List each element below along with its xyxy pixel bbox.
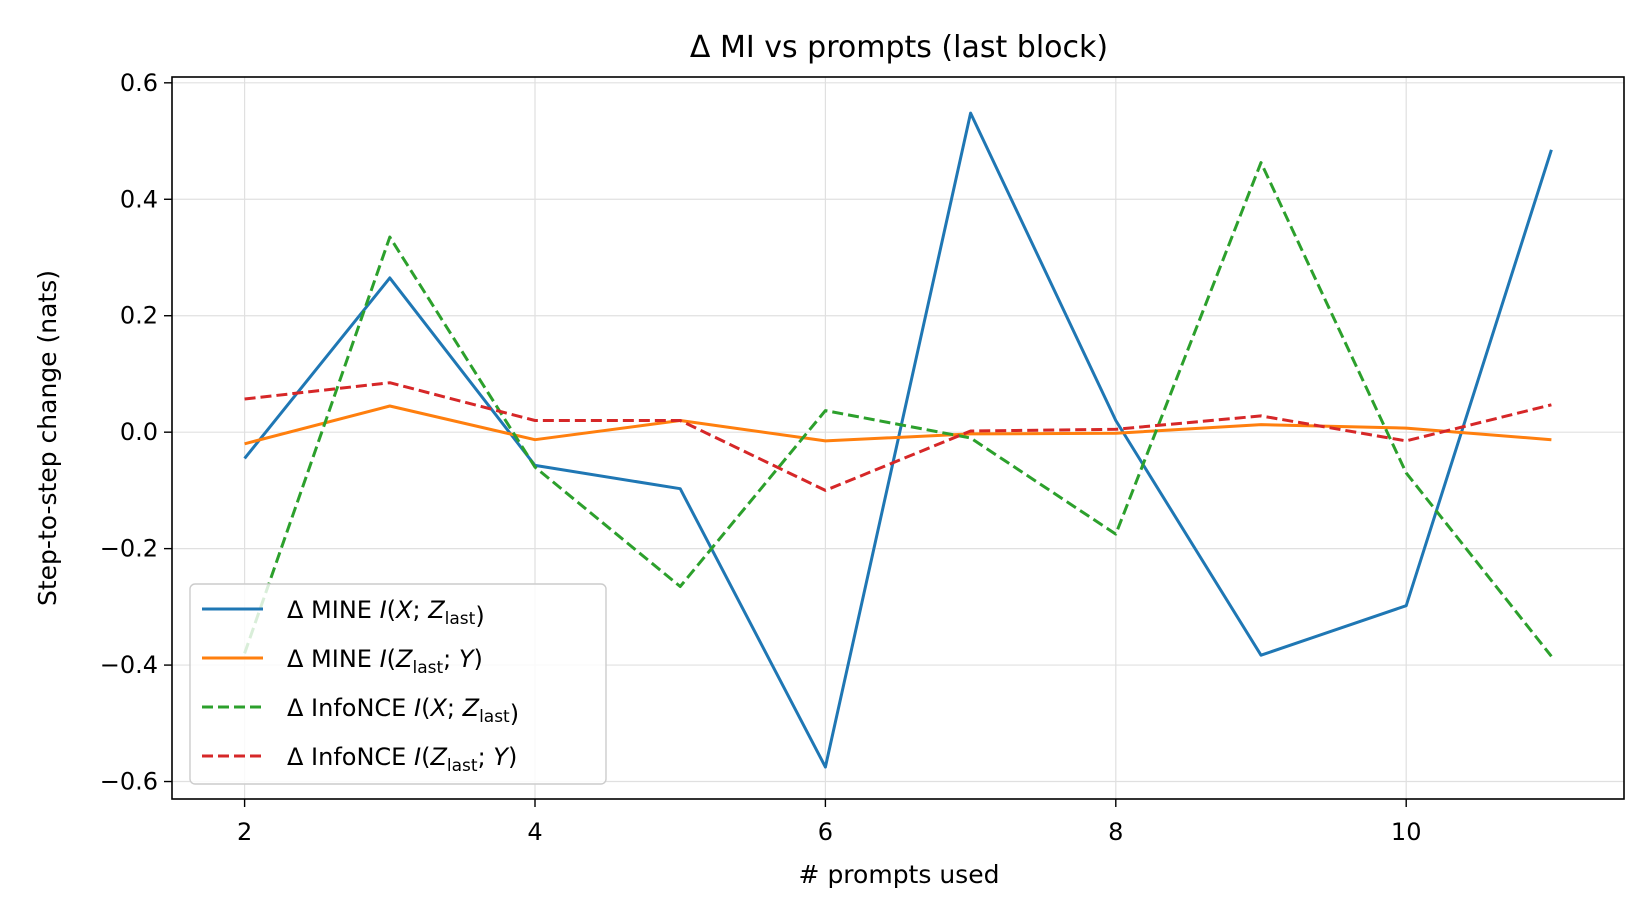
y-tick-label: 0.0: [120, 418, 158, 446]
legend-box: [189, 583, 607, 785]
y-tick-label: −0.2: [100, 535, 158, 563]
chart-title: Δ MI vs prompts (last block): [690, 30, 1108, 65]
legend-label: Δ InfoNCE I(X; Zlast): [287, 694, 519, 728]
legend: Δ MINE I(X; Zlast) Δ MINE I(Zlast; Y) Δ In…: [189, 583, 607, 785]
legend-label: Δ MINE I(Zlast; Y): [287, 645, 483, 678]
legend-label: Δ InfoNCE I(Zlast; Y): [287, 743, 517, 776]
series-line-2: [244, 404, 1552, 446]
y-tick-label: −0.4: [100, 651, 158, 679]
y-tick-label: 0.4: [120, 185, 158, 213]
x-axis-label: # prompts used: [799, 860, 1000, 889]
series-line-3: [243, 161, 1553, 658]
y-axis-label: Step-to-step change (nats): [33, 270, 62, 606]
x-tick-label: 4: [527, 818, 542, 846]
x-tick-label: 2: [237, 818, 252, 846]
series-line-1: [243, 111, 1553, 769]
plot-frame: [171, 76, 1625, 800]
series-line-4: [244, 381, 1552, 492]
grid: [172, 77, 1624, 799]
x-tick-label: 8: [1108, 818, 1123, 846]
axis-ticks: 2 4 6 8 10 −0.6 −0.4 −0.2 0.0 0.2 0.4 0.6: [100, 69, 1422, 846]
y-tick-label: −0.6: [100, 768, 158, 796]
x-tick-label: 10: [1391, 818, 1422, 846]
y-tick-label: 0.6: [120, 69, 158, 97]
series-layer: [243, 111, 1553, 769]
y-tick-label: 0.2: [120, 302, 158, 330]
legend-label: Δ MINE I(X; Zlast): [287, 596, 485, 630]
x-tick-label: 6: [818, 818, 833, 846]
